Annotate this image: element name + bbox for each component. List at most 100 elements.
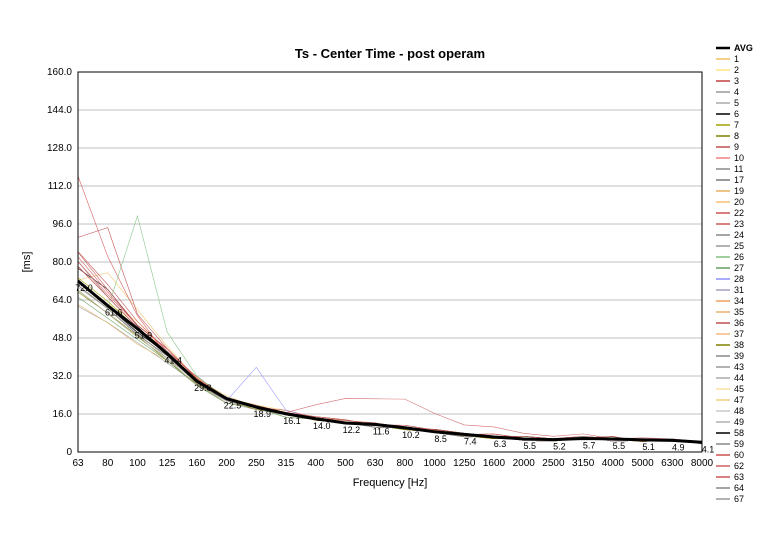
svg-text:6.3: 6.3 xyxy=(494,439,507,449)
svg-text:80.0: 80.0 xyxy=(53,257,73,268)
svg-text:315: 315 xyxy=(278,458,295,469)
svg-text:16.1: 16.1 xyxy=(283,416,301,426)
svg-text:160: 160 xyxy=(189,458,206,469)
svg-text:67: 67 xyxy=(734,494,744,504)
svg-text:49: 49 xyxy=(734,417,744,427)
svg-text:9: 9 xyxy=(734,142,739,152)
svg-text:400: 400 xyxy=(307,458,324,469)
svg-text:19: 19 xyxy=(734,186,744,196)
svg-text:160.0: 160.0 xyxy=(47,67,72,78)
svg-text:64: 64 xyxy=(734,483,744,493)
svg-text:20: 20 xyxy=(734,197,744,207)
svg-text:64.0: 64.0 xyxy=(53,295,73,306)
svg-text:4000: 4000 xyxy=(602,458,625,469)
svg-text:144.0: 144.0 xyxy=(47,105,72,116)
svg-text:28: 28 xyxy=(734,274,744,284)
svg-text:35: 35 xyxy=(734,307,744,317)
svg-text:36: 36 xyxy=(734,318,744,328)
svg-text:Frequency [Hz]: Frequency [Hz] xyxy=(353,477,428,489)
center-time-chart: 0 16.0 32.0 48.0 64.0 80.0 96.0 112.0 128.0 144.0… xyxy=(0,0,768,542)
svg-text:22: 22 xyxy=(734,208,744,218)
svg-text:2: 2 xyxy=(734,65,739,75)
svg-text:3: 3 xyxy=(734,76,739,86)
svg-text:39: 39 xyxy=(734,351,744,361)
svg-text:29.8: 29.8 xyxy=(194,383,212,393)
svg-text:5.2: 5.2 xyxy=(553,442,566,452)
svg-text:17: 17 xyxy=(734,175,744,185)
svg-text:63: 63 xyxy=(72,458,84,469)
svg-text:31: 31 xyxy=(734,285,744,295)
svg-text:800: 800 xyxy=(397,458,414,469)
svg-text:0: 0 xyxy=(66,447,72,458)
svg-text:8.5: 8.5 xyxy=(434,434,447,444)
svg-text:3150: 3150 xyxy=(572,458,595,469)
svg-text:8000: 8000 xyxy=(691,458,714,469)
svg-text:AVG: AVG xyxy=(734,43,753,53)
svg-text:18.9: 18.9 xyxy=(254,409,272,419)
svg-text:96.0: 96.0 xyxy=(53,219,73,230)
svg-text:63: 63 xyxy=(734,472,744,482)
svg-text:62: 62 xyxy=(734,461,744,471)
svg-text:60: 60 xyxy=(734,450,744,460)
svg-text:45: 45 xyxy=(734,384,744,394)
svg-text:24: 24 xyxy=(734,230,744,240)
svg-text:5.7: 5.7 xyxy=(583,440,596,450)
svg-text:7.4: 7.4 xyxy=(464,436,477,446)
svg-text:23: 23 xyxy=(734,219,744,229)
svg-text:8: 8 xyxy=(734,131,739,141)
svg-text:32.0: 32.0 xyxy=(53,371,73,382)
svg-text:1600: 1600 xyxy=(483,458,506,469)
svg-text:1250: 1250 xyxy=(453,458,476,469)
svg-text:5.5: 5.5 xyxy=(523,441,536,451)
svg-text:38: 38 xyxy=(734,340,744,350)
svg-text:7: 7 xyxy=(734,120,739,130)
svg-text:5.5: 5.5 xyxy=(613,441,626,451)
svg-text:10.2: 10.2 xyxy=(402,430,420,440)
svg-text:61.6: 61.6 xyxy=(105,308,123,318)
svg-text:12.2: 12.2 xyxy=(343,425,361,435)
svg-text:47: 47 xyxy=(734,395,744,405)
svg-text:1000: 1000 xyxy=(423,458,446,469)
svg-text:6: 6 xyxy=(734,109,739,119)
svg-text:2000: 2000 xyxy=(513,458,536,469)
svg-text:250: 250 xyxy=(248,458,265,469)
svg-text:100: 100 xyxy=(129,458,146,469)
svg-text:125: 125 xyxy=(159,458,176,469)
svg-text:630: 630 xyxy=(367,458,384,469)
svg-text:37: 37 xyxy=(734,329,744,339)
svg-text:34: 34 xyxy=(734,296,744,306)
svg-text:11: 11 xyxy=(734,164,743,174)
svg-text:128.0: 128.0 xyxy=(47,143,72,154)
svg-text:58: 58 xyxy=(734,428,744,438)
svg-text:Ts - Center Time - post operam: Ts - Center Time - post operam xyxy=(295,46,485,61)
svg-text:5000: 5000 xyxy=(631,458,654,469)
svg-text:1: 1 xyxy=(734,54,739,64)
svg-text:500: 500 xyxy=(337,458,354,469)
svg-text:5: 5 xyxy=(734,98,739,108)
svg-text:44: 44 xyxy=(734,373,744,383)
svg-text:112.0: 112.0 xyxy=(48,181,73,192)
svg-text:16.0: 16.0 xyxy=(53,409,73,420)
svg-text:80: 80 xyxy=(102,458,114,469)
svg-text:27: 27 xyxy=(734,263,744,273)
svg-text:25: 25 xyxy=(734,241,744,251)
svg-text:6300: 6300 xyxy=(661,458,684,469)
svg-text:200: 200 xyxy=(218,458,235,469)
svg-text:10: 10 xyxy=(734,153,744,163)
svg-text:41.4: 41.4 xyxy=(164,356,182,366)
svg-text:5.1: 5.1 xyxy=(642,442,655,452)
svg-text:2500: 2500 xyxy=(542,458,565,469)
svg-text:4: 4 xyxy=(734,87,739,97)
svg-text:11.6: 11.6 xyxy=(373,426,390,436)
svg-text:43: 43 xyxy=(734,362,744,372)
svg-text:[ms]: [ms] xyxy=(21,252,33,273)
svg-text:4.1: 4.1 xyxy=(702,444,715,454)
svg-text:14.0: 14.0 xyxy=(313,421,331,431)
svg-text:48.0: 48.0 xyxy=(53,333,73,344)
chart-svg: 0 16.0 32.0 48.0 64.0 80.0 96.0 112.0 128.0 144.0… xyxy=(0,0,768,542)
svg-text:4.9: 4.9 xyxy=(672,442,685,452)
svg-text:59: 59 xyxy=(734,439,744,449)
svg-text:22.5: 22.5 xyxy=(224,401,242,411)
svg-text:48: 48 xyxy=(734,406,744,416)
svg-text:51.9: 51.9 xyxy=(135,331,153,341)
